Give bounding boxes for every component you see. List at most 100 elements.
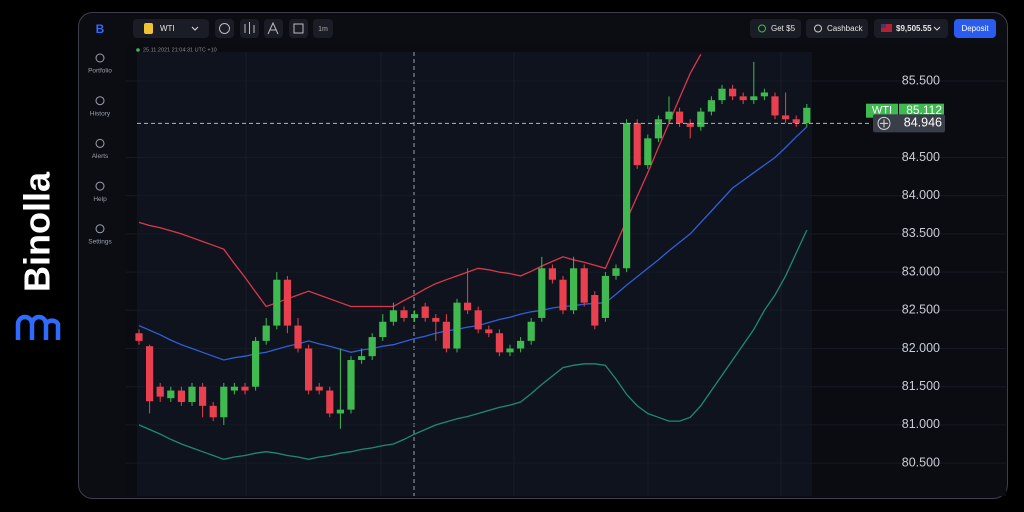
candle-body <box>400 310 408 318</box>
candle-body <box>474 310 482 330</box>
candle-body <box>294 325 302 349</box>
crosshair-price: 84.946 <box>904 116 942 130</box>
cashback-icon <box>814 24 822 33</box>
candle-body <box>199 386 207 406</box>
add-alert-button[interactable] <box>877 116 891 130</box>
candle-body <box>336 409 344 414</box>
candle-body <box>283 279 291 326</box>
candle-body <box>358 356 366 360</box>
candle-body <box>760 92 768 97</box>
y-tick-label: 82.000 <box>902 341 940 355</box>
candle-body <box>782 115 790 120</box>
cashback-button[interactable] <box>806 19 868 38</box>
candle-body <box>464 302 472 311</box>
candle-body <box>792 119 800 124</box>
candle-body <box>676 111 684 124</box>
last-symbol: WTI <box>872 105 892 117</box>
y-tick-label: 84.500 <box>902 150 940 164</box>
candle-body <box>442 321 450 349</box>
sidebar-label: History <box>90 110 111 117</box>
last-symbol-tag <box>866 103 898 118</box>
candle-body <box>262 325 270 341</box>
candle-body <box>527 321 535 341</box>
sidebar-icon[interactable] <box>95 138 105 148</box>
candle-body <box>729 88 737 97</box>
candle-body <box>517 340 525 349</box>
sidebar-icon[interactable] <box>95 96 105 106</box>
candle-body <box>389 310 397 322</box>
timestamp: 25.11.2021 21:04:31 UTC +10 <box>143 47 217 53</box>
candle-body <box>156 386 164 397</box>
candle-body <box>230 386 238 391</box>
sidebar-icon[interactable] <box>95 181 105 191</box>
symbol: WTI <box>160 24 175 33</box>
last-price-tag <box>899 103 944 118</box>
candle-body <box>665 111 673 120</box>
y-tick-label: 83.000 <box>902 264 940 278</box>
candle-body <box>495 333 503 353</box>
candle-body <box>580 268 588 303</box>
y-tick-label: 82.500 <box>902 303 940 317</box>
sidebar-icon[interactable] <box>95 53 105 63</box>
chevron <box>933 26 941 31</box>
gift-icon <box>758 24 766 33</box>
band-line <box>138 229 808 460</box>
candle-body <box>612 268 620 276</box>
candle-body <box>506 348 514 353</box>
candle-body <box>697 111 705 127</box>
bonus: Get $5 <box>771 24 796 33</box>
sidebar-label: Settings <box>88 239 112 246</box>
candle-body <box>559 279 567 311</box>
bonus-button[interactable] <box>750 19 801 38</box>
plus-icon <box>880 119 888 128</box>
brand-logo <box>15 314 61 340</box>
timeframe-button[interactable] <box>313 19 333 38</box>
balance-select[interactable] <box>874 19 948 38</box>
candle-body <box>273 279 281 326</box>
tool-icons[interactable] <box>215 19 308 38</box>
candle-body <box>633 123 641 166</box>
candle-body <box>538 268 546 318</box>
y-tick-label: 83.500 <box>902 226 940 240</box>
candle-body <box>411 314 419 318</box>
band-line <box>138 126 808 361</box>
deposit-button[interactable] <box>954 19 996 38</box>
flag-canton <box>881 24 886 28</box>
candle-body <box>421 306 429 318</box>
sidebar-label: Portfolio <box>88 68 112 75</box>
symbol-icon <box>144 23 153 34</box>
y-tick-label: 85.500 <box>902 73 940 87</box>
y-tick-label: 81.000 <box>902 417 940 431</box>
candle-body <box>591 295 599 326</box>
candle-body <box>167 390 175 399</box>
candle-body <box>241 386 249 391</box>
candle-body <box>188 386 196 403</box>
candle-body <box>654 119 662 139</box>
crosshair-price-tag <box>873 114 945 133</box>
candle-body <box>252 340 260 387</box>
brand: Binolla <box>17 171 58 292</box>
candle-body <box>803 107 811 124</box>
candle-body <box>177 390 185 403</box>
chevron <box>191 26 199 31</box>
candle-body <box>347 359 355 410</box>
band-line <box>138 53 702 308</box>
candle-body <box>644 138 652 166</box>
sidebar-label: Help <box>93 196 107 203</box>
app-logo[interactable]: B <box>96 22 105 36</box>
candle-body <box>623 123 631 269</box>
cashback: Cashback <box>827 24 864 33</box>
candle-body <box>707 100 715 112</box>
candle-body <box>432 317 440 322</box>
y-tick-label: 81.500 <box>902 379 940 393</box>
last-price: 85.112 <box>906 103 942 117</box>
candle-body <box>739 96 747 101</box>
candle-body <box>315 386 323 391</box>
y-tick-label: 80.500 <box>902 455 940 469</box>
sidebar-icon[interactable] <box>95 224 105 234</box>
plot-shade <box>137 52 812 496</box>
candle-body <box>135 333 143 341</box>
candle-body <box>326 390 334 414</box>
balance: $9,505.55 <box>896 24 932 33</box>
